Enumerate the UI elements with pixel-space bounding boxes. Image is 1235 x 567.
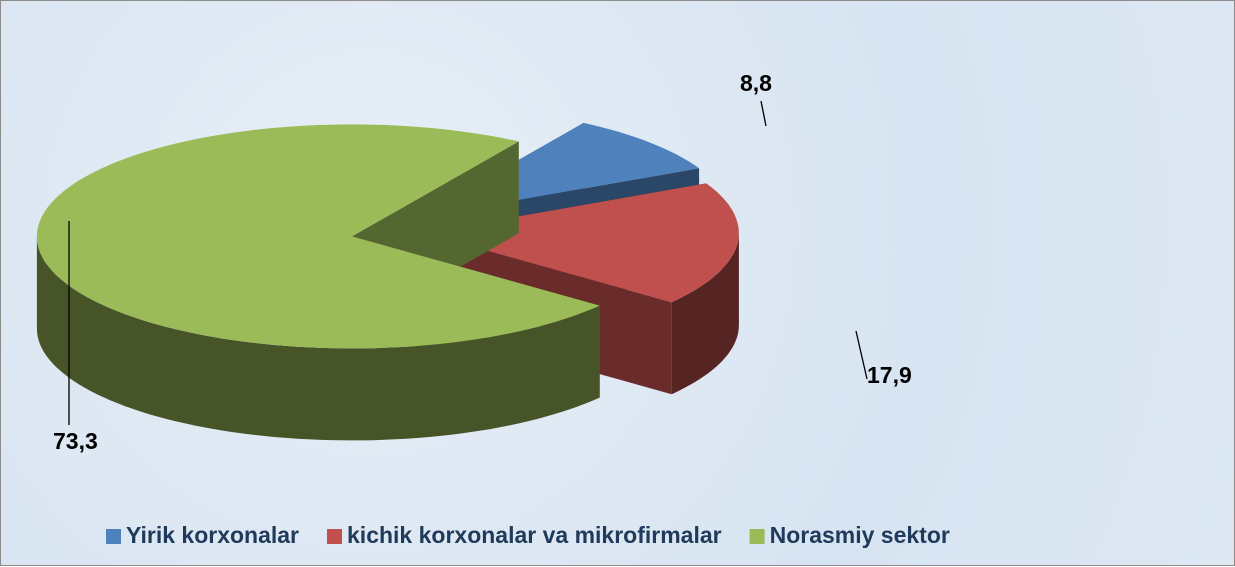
legend-swatch bbox=[327, 529, 343, 544]
slice-wall bbox=[671, 233, 739, 395]
legend-label: Yirik korxonalar bbox=[126, 522, 299, 548]
legend-label: kichik korxonalar va mikrofirmalar bbox=[347, 522, 722, 548]
data-label: 8,8 bbox=[740, 70, 772, 96]
data-label: 17,9 bbox=[867, 362, 912, 388]
legend-label: Norasmiy sektor bbox=[770, 522, 950, 548]
legend-swatch bbox=[106, 529, 121, 544]
leader-line bbox=[760, 100, 767, 127]
data-label: 73,3 bbox=[53, 428, 98, 454]
slice bbox=[36, 124, 600, 349]
legend-swatch bbox=[749, 529, 765, 544]
leader-line bbox=[855, 330, 868, 380]
slice-wall bbox=[36, 236, 600, 441]
slice bbox=[423, 183, 739, 303]
